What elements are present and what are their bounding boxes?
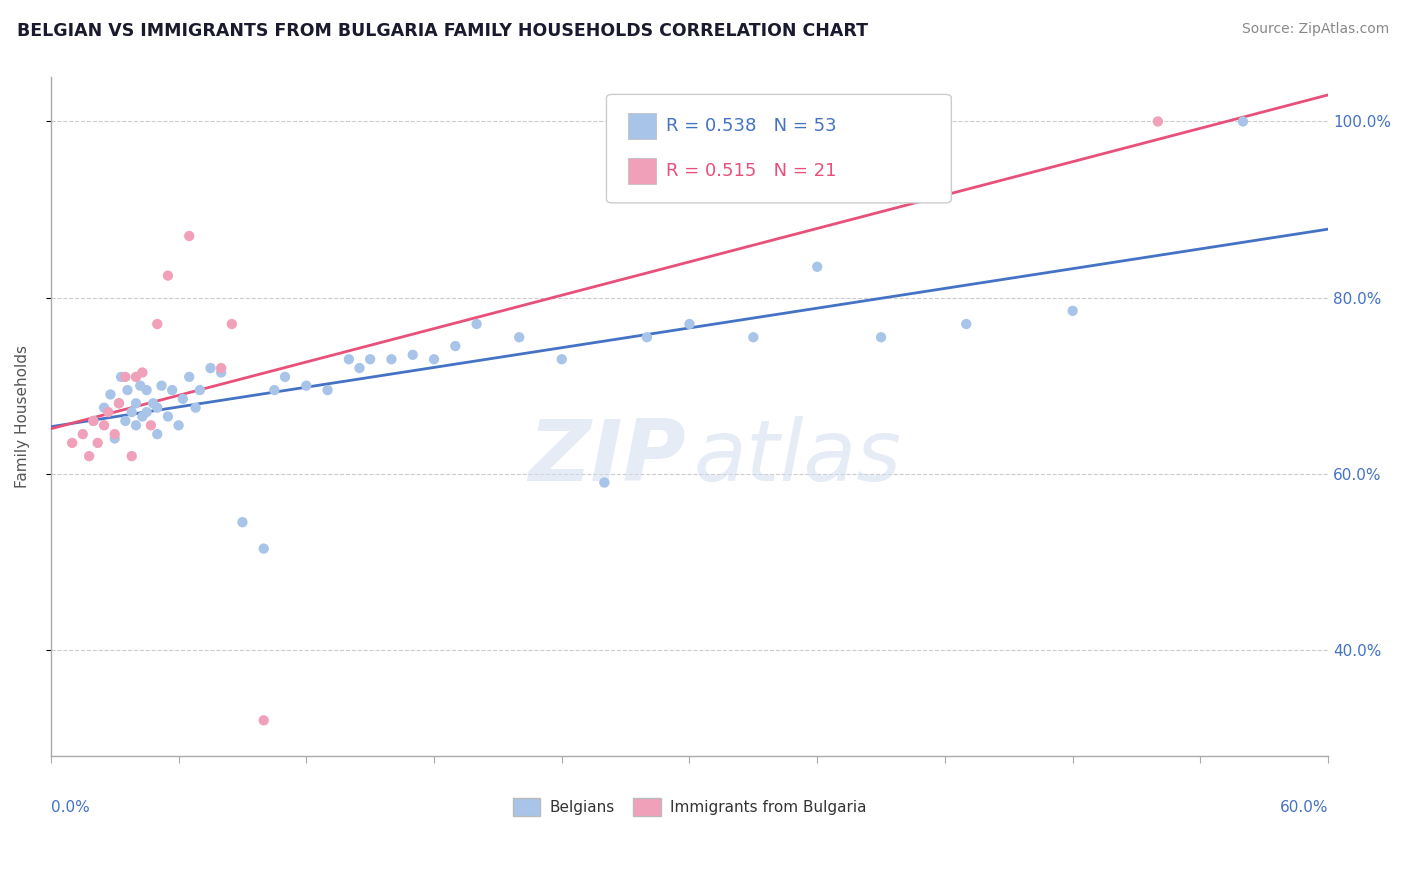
Point bbox=[160, 383, 183, 397]
Point bbox=[253, 541, 276, 556]
Point bbox=[72, 427, 94, 442]
Point bbox=[104, 427, 127, 442]
Point bbox=[125, 418, 148, 433]
Point bbox=[402, 348, 425, 362]
Point bbox=[135, 383, 157, 397]
Point bbox=[179, 229, 201, 244]
Point bbox=[337, 352, 360, 367]
Point bbox=[146, 401, 169, 415]
Point bbox=[108, 396, 131, 410]
Point bbox=[263, 383, 285, 397]
Point bbox=[129, 378, 152, 392]
Text: R = 0.538   N = 53: R = 0.538 N = 53 bbox=[666, 117, 837, 136]
Point bbox=[82, 414, 104, 428]
Point bbox=[131, 366, 153, 380]
Point bbox=[121, 405, 143, 419]
Point bbox=[125, 370, 148, 384]
FancyBboxPatch shape bbox=[628, 158, 657, 184]
Y-axis label: Family Households: Family Households bbox=[15, 345, 30, 488]
Legend: Belgians, Immigrants from Bulgaria: Belgians, Immigrants from Bulgaria bbox=[506, 792, 872, 822]
Point bbox=[131, 409, 153, 424]
Point bbox=[93, 418, 115, 433]
Point bbox=[1232, 114, 1254, 128]
Point bbox=[150, 378, 173, 392]
Text: atlas: atlas bbox=[693, 416, 901, 499]
Point bbox=[551, 352, 574, 367]
Point bbox=[142, 396, 165, 410]
Text: BELGIAN VS IMMIGRANTS FROM BULGARIA FAMILY HOUSEHOLDS CORRELATION CHART: BELGIAN VS IMMIGRANTS FROM BULGARIA FAMI… bbox=[17, 22, 868, 40]
Text: ZIP: ZIP bbox=[529, 416, 686, 499]
Point bbox=[184, 401, 207, 415]
Point bbox=[86, 436, 108, 450]
Point bbox=[179, 370, 201, 384]
Text: 60.0%: 60.0% bbox=[1279, 799, 1329, 814]
Point bbox=[636, 330, 658, 344]
Point bbox=[359, 352, 381, 367]
Text: R = 0.515   N = 21: R = 0.515 N = 21 bbox=[666, 162, 837, 180]
Point bbox=[172, 392, 194, 406]
Point bbox=[423, 352, 446, 367]
Point bbox=[253, 714, 276, 728]
FancyBboxPatch shape bbox=[628, 113, 657, 139]
Point bbox=[955, 317, 977, 331]
Point bbox=[209, 361, 232, 376]
Point bbox=[82, 414, 104, 428]
Point bbox=[93, 401, 115, 415]
Point bbox=[295, 378, 318, 392]
Point bbox=[167, 418, 190, 433]
Point bbox=[593, 475, 616, 490]
Point bbox=[60, 436, 83, 450]
Point bbox=[508, 330, 530, 344]
Text: Source: ZipAtlas.com: Source: ZipAtlas.com bbox=[1241, 22, 1389, 37]
Point bbox=[77, 449, 100, 463]
Point bbox=[146, 427, 169, 442]
Point bbox=[146, 317, 169, 331]
Point bbox=[221, 317, 243, 331]
Point bbox=[156, 409, 179, 424]
Point bbox=[380, 352, 402, 367]
Point bbox=[117, 383, 139, 397]
Point bbox=[114, 370, 136, 384]
Point bbox=[1146, 114, 1168, 128]
Point bbox=[742, 330, 765, 344]
Point bbox=[316, 383, 339, 397]
Point bbox=[806, 260, 828, 274]
Point bbox=[135, 405, 157, 419]
Point bbox=[114, 414, 136, 428]
Point bbox=[465, 317, 488, 331]
Point bbox=[870, 330, 893, 344]
Point bbox=[100, 387, 122, 401]
Point bbox=[231, 515, 253, 529]
Point bbox=[349, 361, 371, 376]
Point bbox=[121, 449, 143, 463]
Point bbox=[678, 317, 700, 331]
Point bbox=[104, 432, 127, 446]
Text: 0.0%: 0.0% bbox=[51, 799, 90, 814]
Point bbox=[108, 396, 131, 410]
Point bbox=[139, 418, 162, 433]
Point bbox=[444, 339, 467, 353]
FancyBboxPatch shape bbox=[606, 95, 952, 202]
Point bbox=[110, 370, 132, 384]
Point bbox=[188, 383, 211, 397]
Point bbox=[274, 370, 297, 384]
Point bbox=[125, 396, 148, 410]
Point bbox=[209, 366, 232, 380]
Point bbox=[1062, 303, 1084, 318]
Point bbox=[200, 361, 222, 376]
Point bbox=[97, 405, 120, 419]
Point bbox=[156, 268, 179, 283]
